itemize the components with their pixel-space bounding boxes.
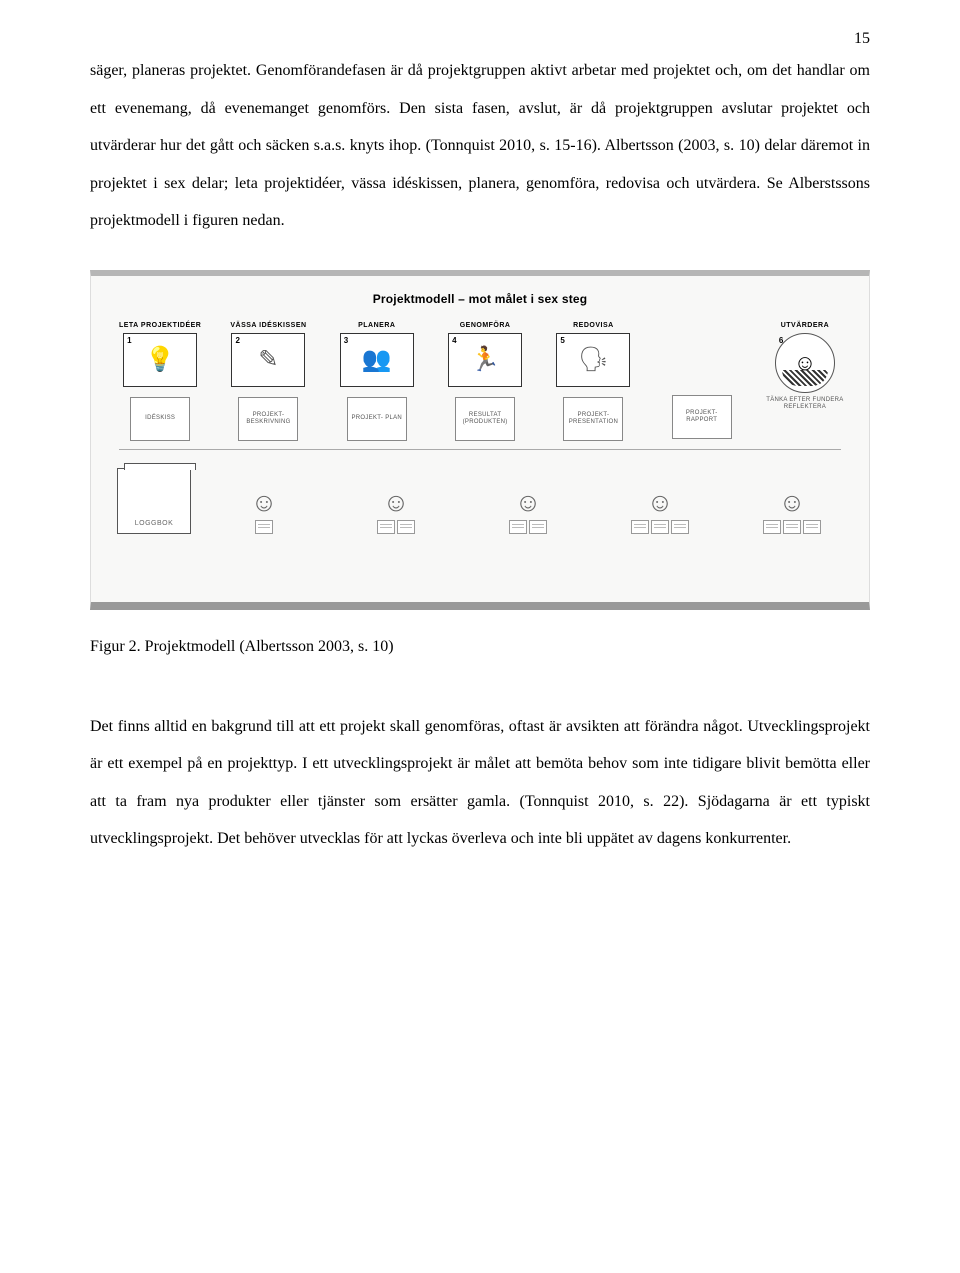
doc-box: PROJEKT- PRESENTATION bbox=[563, 397, 623, 441]
person-2: ☺ bbox=[337, 490, 455, 534]
step-label: GENOMFÖRA bbox=[460, 322, 511, 329]
step-label: LETA PROJEKTIDÉER bbox=[119, 322, 201, 329]
step-number: 3 bbox=[344, 336, 348, 345]
step-1: LETA PROJEKTIDÉER 1 💡 IDÉSKISS bbox=[109, 322, 211, 441]
step-report: PROJEKT- RAPPORT bbox=[651, 322, 753, 441]
doc-box: IDÉSKISS bbox=[130, 397, 190, 441]
eval-circle: 6 ☺ bbox=[775, 333, 835, 393]
step-box: 1 💡 bbox=[123, 333, 197, 387]
person-icon: ☺ bbox=[251, 490, 278, 516]
person-5: ☺ bbox=[733, 490, 851, 534]
connector-line bbox=[119, 449, 841, 450]
figure: Projektmodell – mot målet i sex steg LET… bbox=[90, 270, 870, 610]
run-icon: 🏃 bbox=[470, 345, 500, 374]
page-number: 15 bbox=[90, 30, 870, 48]
person-icon: ☺ bbox=[779, 490, 806, 516]
pencil-icon: ✎ bbox=[258, 345, 278, 374]
person-1: ☺ bbox=[205, 490, 323, 534]
step-number: 5 bbox=[560, 336, 564, 345]
people-icon: 👥 bbox=[362, 345, 392, 374]
step-box: 2 ✎ bbox=[231, 333, 305, 387]
paragraph-1: säger, planeras projektet. Genomförandef… bbox=[90, 52, 870, 240]
page: 15 säger, planeras projektet. Genomföran… bbox=[0, 0, 960, 902]
step-label: REDOVISA bbox=[573, 322, 614, 329]
step-number: 1 bbox=[127, 336, 131, 345]
step-box: 3 👥 bbox=[340, 333, 414, 387]
person-4: ☺ bbox=[601, 490, 719, 534]
step-4: GENOMFÖRA 4 🏃 RESULTAT (PRODUKTEN) bbox=[434, 322, 536, 441]
person-icon: ☺ bbox=[515, 490, 542, 516]
logbook: LOGGBOK bbox=[117, 468, 191, 534]
think-icon: ☺ bbox=[794, 350, 816, 376]
step-number: 4 bbox=[452, 336, 456, 345]
step-5: REDOVISA 5 🗣 PROJEKT- PRESENTATION bbox=[542, 322, 644, 441]
doc-box: PROJEKT- BESKRIVNING bbox=[238, 397, 298, 441]
figure-title: Projektmodell – mot målet i sex steg bbox=[109, 292, 851, 306]
step-label bbox=[700, 322, 702, 329]
person-icon: ☺ bbox=[647, 490, 674, 516]
doc-box: PROJEKT- RAPPORT bbox=[672, 395, 732, 439]
eval-number: 6 bbox=[779, 336, 783, 345]
eval-label: UTVÄRDERA bbox=[781, 322, 829, 329]
step-label: PLANERA bbox=[358, 322, 395, 329]
doc-box: PROJEKT- PLAN bbox=[347, 397, 407, 441]
step-box: 4 🏃 bbox=[448, 333, 522, 387]
doc-box: RESULTAT (PRODUKTEN) bbox=[455, 397, 515, 441]
step-label: VÄSSA IDÉSKISSEN bbox=[230, 322, 306, 329]
eval-subtext: TÄNKA EFTER FUNDERA REFLEKTERA bbox=[759, 397, 851, 411]
step-2: VÄSSA IDÉSKISSEN 2 ✎ PROJEKT- BESKRIVNIN… bbox=[217, 322, 319, 441]
steps-row: LETA PROJEKTIDÉER 1 💡 IDÉSKISS VÄSSA IDÉ… bbox=[109, 322, 851, 441]
step-box: 5 🗣 bbox=[556, 333, 630, 387]
person-3: ☺ bbox=[469, 490, 587, 534]
step-number: 2 bbox=[235, 336, 239, 345]
step-3: PLANERA 3 👥 PROJEKT- PLAN bbox=[326, 322, 428, 441]
lightbulb-icon: 💡 bbox=[145, 345, 175, 374]
figure-caption: Figur 2. Projektmodell (Albertsson 2003,… bbox=[90, 628, 870, 666]
step-eval: UTVÄRDERA 6 ☺ TÄNKA EFTER FUNDERA REFLEK… bbox=[759, 322, 851, 441]
people-row: LOGGBOK ☺ ☺ ☺ ☺ ☺ bbox=[109, 468, 851, 534]
speak-icon: 🗣 bbox=[578, 345, 608, 374]
paragraph-2: Det finns alltid en bakgrund till att et… bbox=[90, 708, 870, 858]
person-icon: ☺ bbox=[383, 490, 410, 516]
